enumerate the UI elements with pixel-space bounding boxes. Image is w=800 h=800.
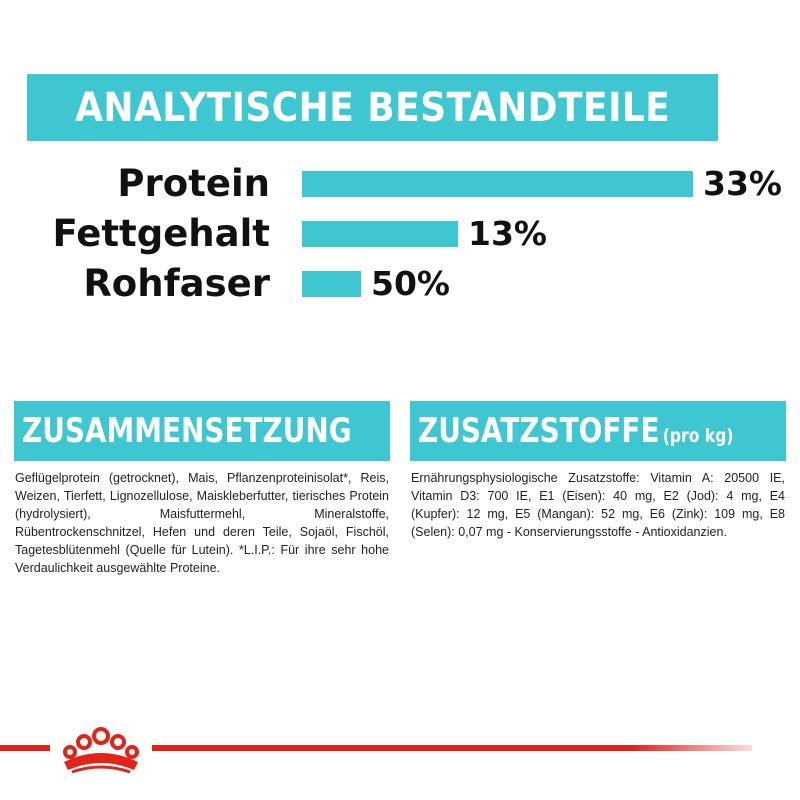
title-banner: ANALYTISCHE BESTANDTEILE bbox=[27, 74, 718, 141]
analytics-value: 33% bbox=[703, 164, 782, 203]
analytics-label: Protein bbox=[117, 162, 270, 205]
additives-heading: ZUSATZSTOFFE bbox=[418, 411, 660, 451]
crown-icon bbox=[63, 727, 139, 774]
additives-text: Ernährungsphysiologische Zusatzstoffe: V… bbox=[411, 471, 785, 539]
composition-heading: ZUSAMMENSETZUNG bbox=[22, 411, 352, 451]
additives-heading-sub: (pro kg) bbox=[662, 425, 734, 447]
analytics-row-fettgehalt: Fettgehalt 13% bbox=[0, 208, 800, 260]
analytics-bar bbox=[302, 171, 693, 197]
analytics-bar bbox=[302, 271, 361, 297]
additives-heading-wrap: ZUSATZSTOFFE (pro kg) bbox=[418, 411, 734, 451]
analytics-value: 50% bbox=[371, 264, 450, 303]
composition-text: Geflügelprotein (getrocknet), Mais, Pfla… bbox=[15, 471, 389, 575]
analytics-label: Fettgehalt bbox=[52, 212, 270, 255]
footer-line-left bbox=[0, 745, 50, 751]
analytics-row-protein: Protein 33% bbox=[0, 158, 800, 210]
analytics-value: 13% bbox=[468, 214, 547, 253]
composition-heading-box: ZUSAMMENSETZUNG bbox=[14, 401, 390, 461]
page-title: ANALYTISCHE BESTANDTEILE bbox=[74, 84, 671, 131]
analytics-bar bbox=[302, 221, 458, 247]
additives-heading-box: ZUSATZSTOFFE (pro kg) bbox=[410, 401, 786, 461]
footer-line-right bbox=[152, 745, 752, 751]
analytics-label: Rohfaser bbox=[83, 262, 270, 305]
analytics-row-rohfaser: Rohfaser 50% bbox=[0, 258, 800, 310]
